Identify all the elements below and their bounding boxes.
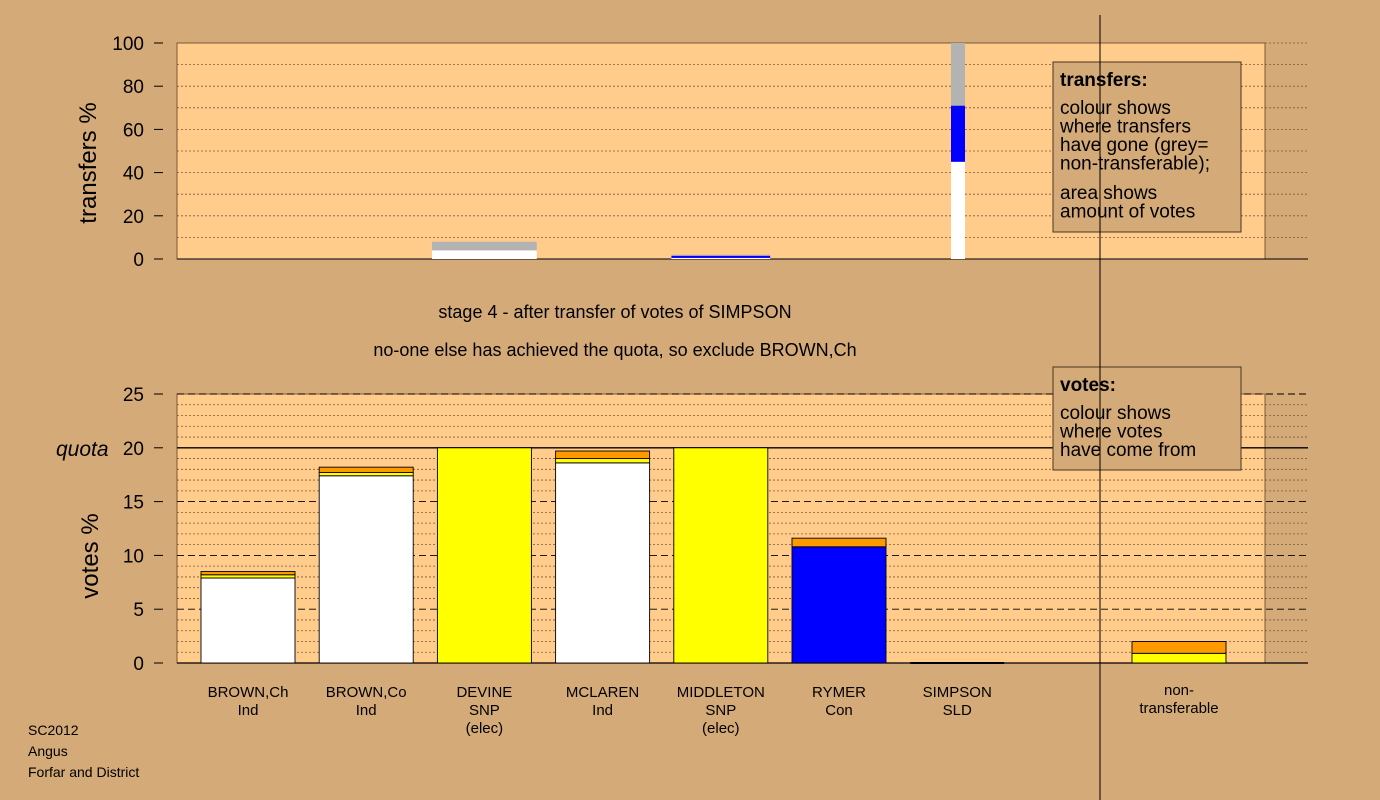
bar-brown-co-segment-yellow (318, 472, 414, 477)
transfer-segment-grey (951, 43, 965, 106)
y-tick-label: 25 (123, 385, 144, 406)
y-tick-label: 5 (133, 600, 144, 621)
x-label-status: (elec) (466, 720, 504, 737)
y-tick-label: 0 (133, 654, 144, 675)
transfer-segment-white (671, 257, 771, 259)
bar-brown-ch-segment-orange (200, 571, 296, 576)
x-label-name: DEVINE (456, 684, 512, 701)
x-label-name: BROWN,Ch (208, 684, 289, 701)
x-label-name: MCLAREN (566, 684, 639, 701)
y-tick-label: 0 (133, 250, 144, 271)
exclusion-note: no-one else has achieved the quota, so e… (373, 340, 856, 360)
x-label-party: Ind (592, 702, 613, 719)
x-label-party: SNP (705, 702, 736, 719)
legend-text: amount of votes (1060, 202, 1195, 223)
quota-label: quota (56, 438, 109, 461)
x-label-nontransferable: transferable (1139, 700, 1218, 717)
legend-box (1052, 366, 1242, 471)
bar-mclaren-segment-yellow (555, 458, 651, 464)
x-label-party: SLD (943, 702, 972, 719)
y-tick-label: 20 (123, 439, 144, 460)
legend-text: colour shows (1060, 98, 1171, 119)
transfer-segment-blue (951, 105, 965, 162)
y-axis-label: votes % (77, 513, 104, 598)
legend-text: area shows (1060, 183, 1157, 204)
legend-text: non-transferable); (1060, 154, 1210, 175)
bar-middleton-segment-yellow (673, 447, 769, 664)
legend-title: votes: (1060, 375, 1116, 396)
x-label-nontransferable: non- (1164, 682, 1194, 699)
legend-text: have come from (1060, 440, 1196, 461)
legend-box (1052, 61, 1242, 233)
legend-text: colour shows (1060, 403, 1171, 424)
y-axis-label: transfers % (75, 102, 102, 223)
x-label-party: Con (825, 702, 853, 719)
transfer-segment-grey (432, 241, 537, 251)
legend-text: where transfers (1059, 117, 1191, 138)
bar-rymer-segment-blue (791, 546, 887, 664)
x-label-name: MIDDLETON (677, 684, 765, 701)
y-tick-label: 20 (123, 207, 144, 228)
legend-text: have gone (grey= (1060, 135, 1208, 156)
transfer-segment-grey (671, 254, 771, 256)
bar-brown-ch-segment-yellow (200, 574, 296, 579)
bar-brown-co-segment-orange (318, 466, 414, 473)
legend-title: transfers: (1060, 70, 1148, 91)
bar-mclaren-segment-orange (555, 450, 651, 460)
x-label-party: Ind (238, 702, 259, 719)
y-tick-label: 15 (123, 493, 144, 514)
x-label-name: RYMER (812, 684, 866, 701)
bar-non-transferable-segment-yellow (1131, 652, 1227, 664)
y-tick-label: 10 (123, 546, 144, 567)
bar-rymer-segment-orange (791, 537, 887, 548)
x-label-status: (elec) (702, 720, 740, 737)
x-label-party: SNP (469, 702, 500, 719)
y-tick-label: 40 (123, 164, 144, 185)
x-label-party: Ind (356, 702, 377, 719)
x-label-name: BROWN,Co (326, 684, 407, 701)
transfer-segment-white (951, 161, 965, 259)
y-tick-label: 80 (123, 77, 144, 98)
legend-text: where votes (1059, 422, 1162, 443)
bar-brown-co-segment-white (318, 475, 414, 664)
x-label-name: SIMPSON (923, 684, 992, 701)
transfer-segment-white (432, 250, 537, 259)
y-tick-label: 100 (112, 34, 144, 55)
bar-brown-ch-segment-white (200, 577, 296, 664)
bar-mclaren-segment-white (555, 462, 651, 664)
footer-ward: Forfar and District (28, 764, 139, 780)
stage-description: stage 4 - after transfer of votes of SIM… (438, 302, 791, 322)
bar-devine-segment-yellow (436, 447, 532, 664)
footer-council: Angus (28, 743, 68, 759)
bar-non-transferable-segment-orange (1131, 641, 1227, 654)
y-tick-label: 60 (123, 120, 144, 141)
transfer-segment-blue (671, 255, 771, 258)
footer-election: SC2012 (28, 722, 79, 738)
